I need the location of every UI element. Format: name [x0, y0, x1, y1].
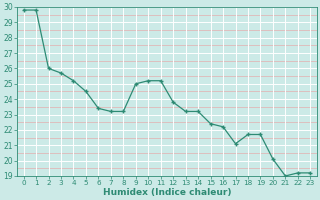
X-axis label: Humidex (Indice chaleur): Humidex (Indice chaleur): [103, 188, 231, 197]
